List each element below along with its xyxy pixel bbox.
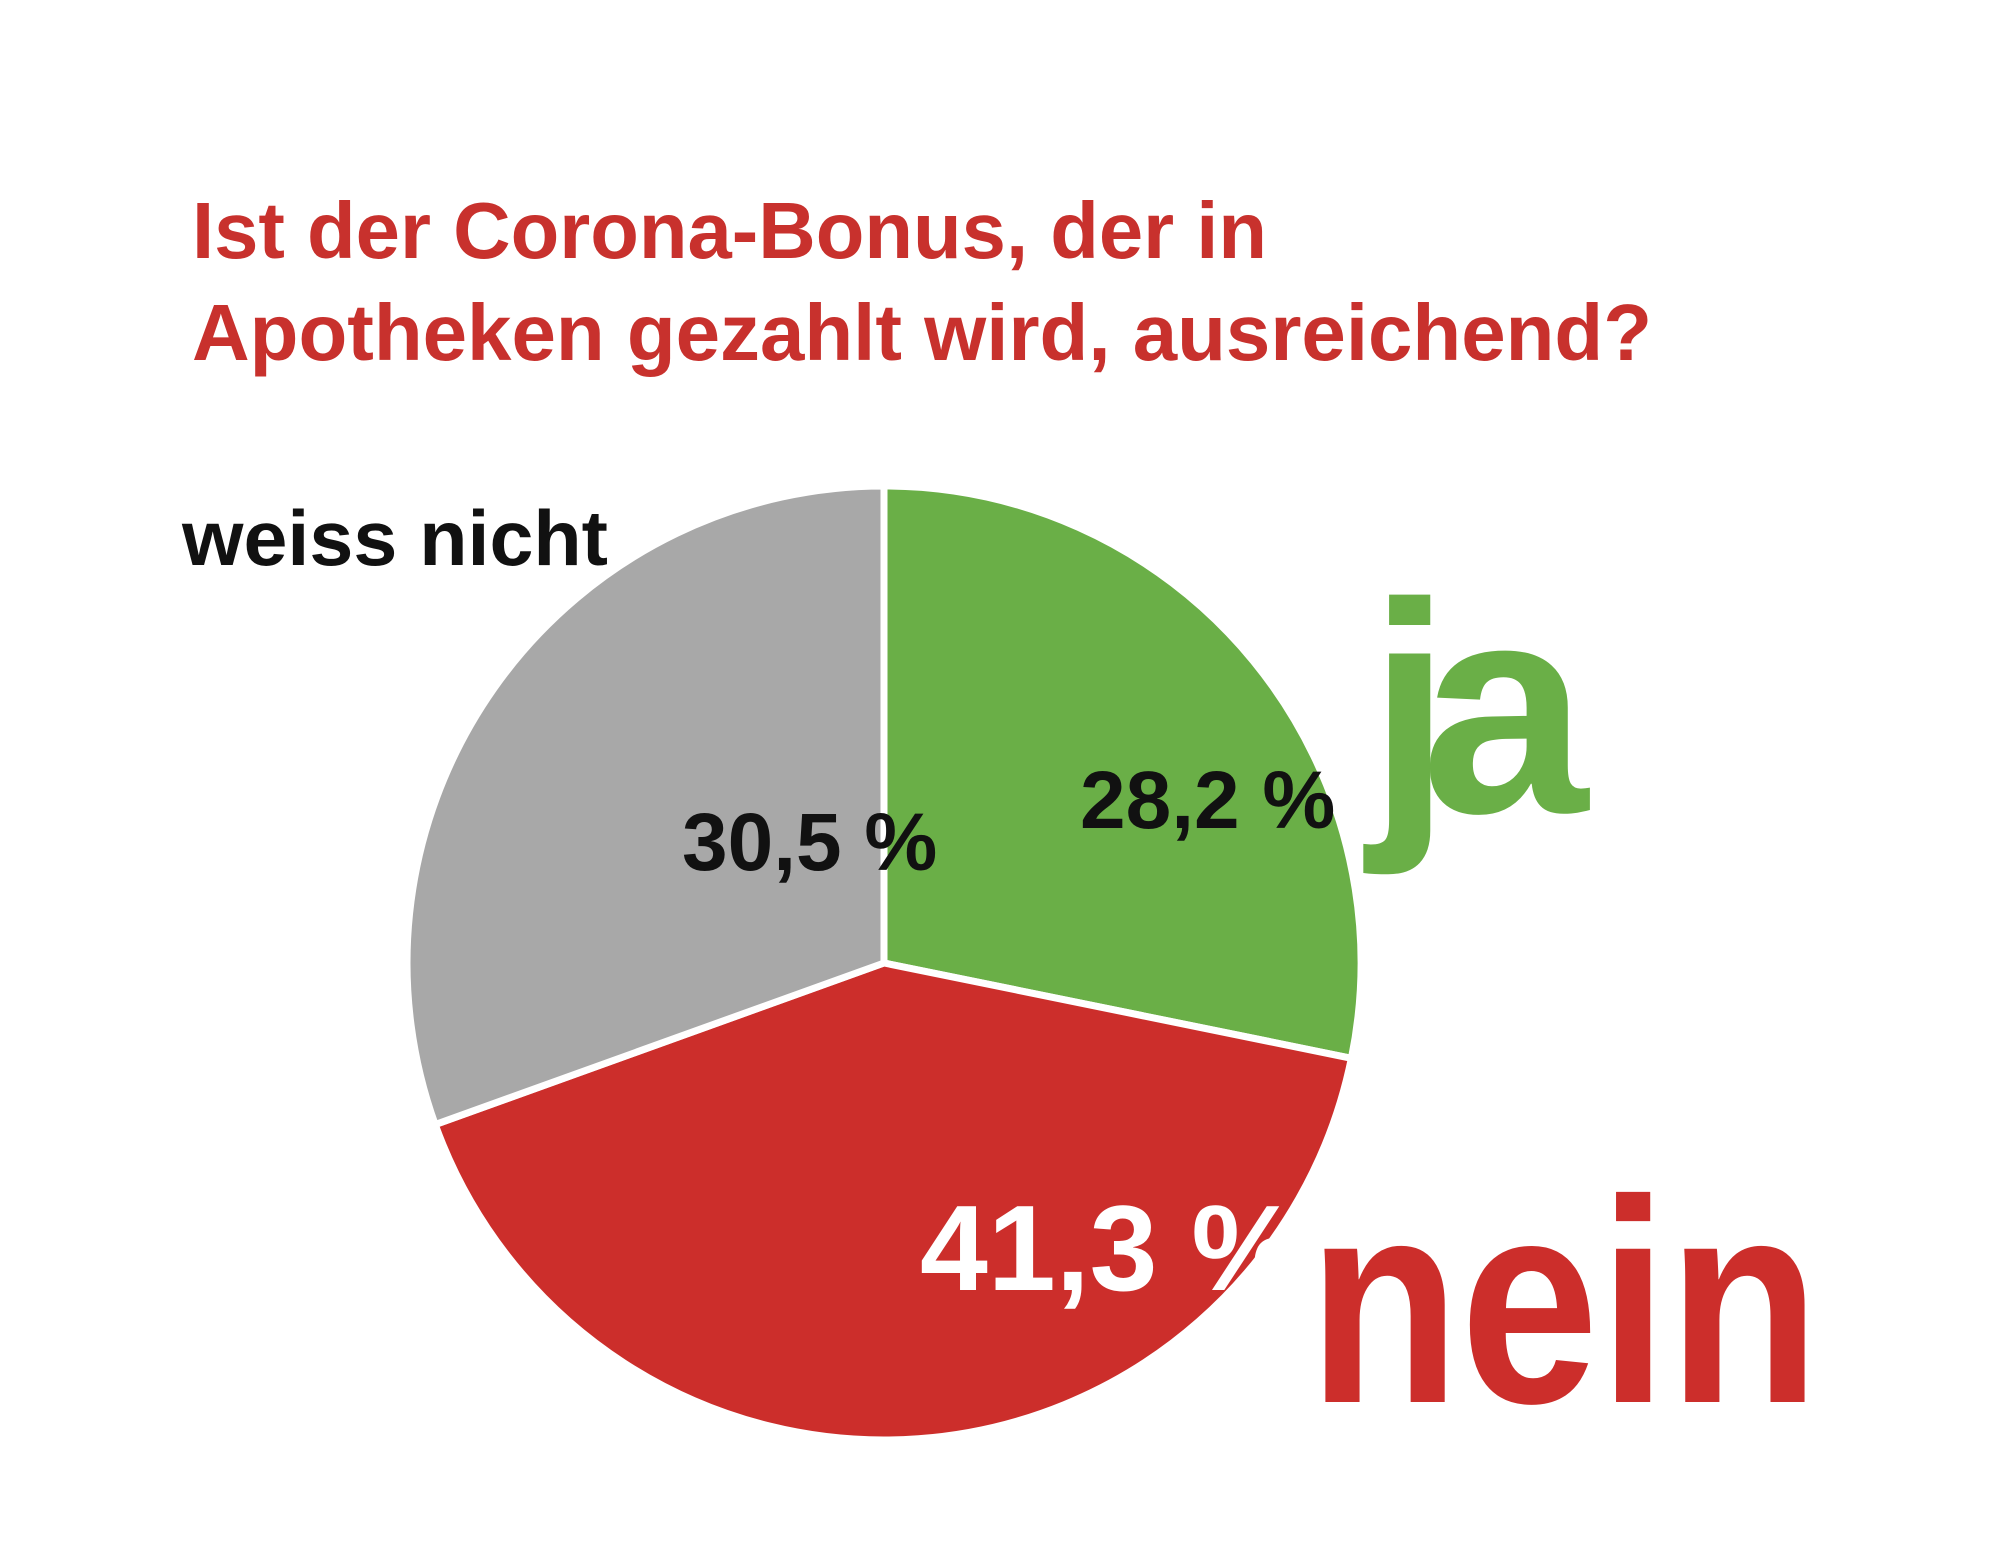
slice-value-label-weiss-nicht: 30,5 % [682,797,937,888]
chart-title-line-2: Apotheken gezahlt wird, ausreichend? [192,288,1652,377]
pie-slice-weiss-nicht [403,482,888,1129]
pie-slices [403,482,1365,1444]
chart-title-line-1: Ist der Corona-Bonus, der in [192,186,1267,275]
slice-category-label-nein: nein [1308,1140,1820,1464]
slice-value-label-ja: 28,2 % [1080,755,1335,846]
slice-value-label-nein: 41,3 % [920,1180,1300,1316]
slice-category-label-ja: ja [1363,540,1590,878]
pie-slice-ja [880,482,1365,1062]
pie-slice-nein [431,959,1355,1444]
pie-labels: 28,2 % ja 41,3 % nein 30,5 % weiss nicht [181,494,1820,1464]
slice-category-label-weiss-nicht: weiss nicht [181,494,608,582]
